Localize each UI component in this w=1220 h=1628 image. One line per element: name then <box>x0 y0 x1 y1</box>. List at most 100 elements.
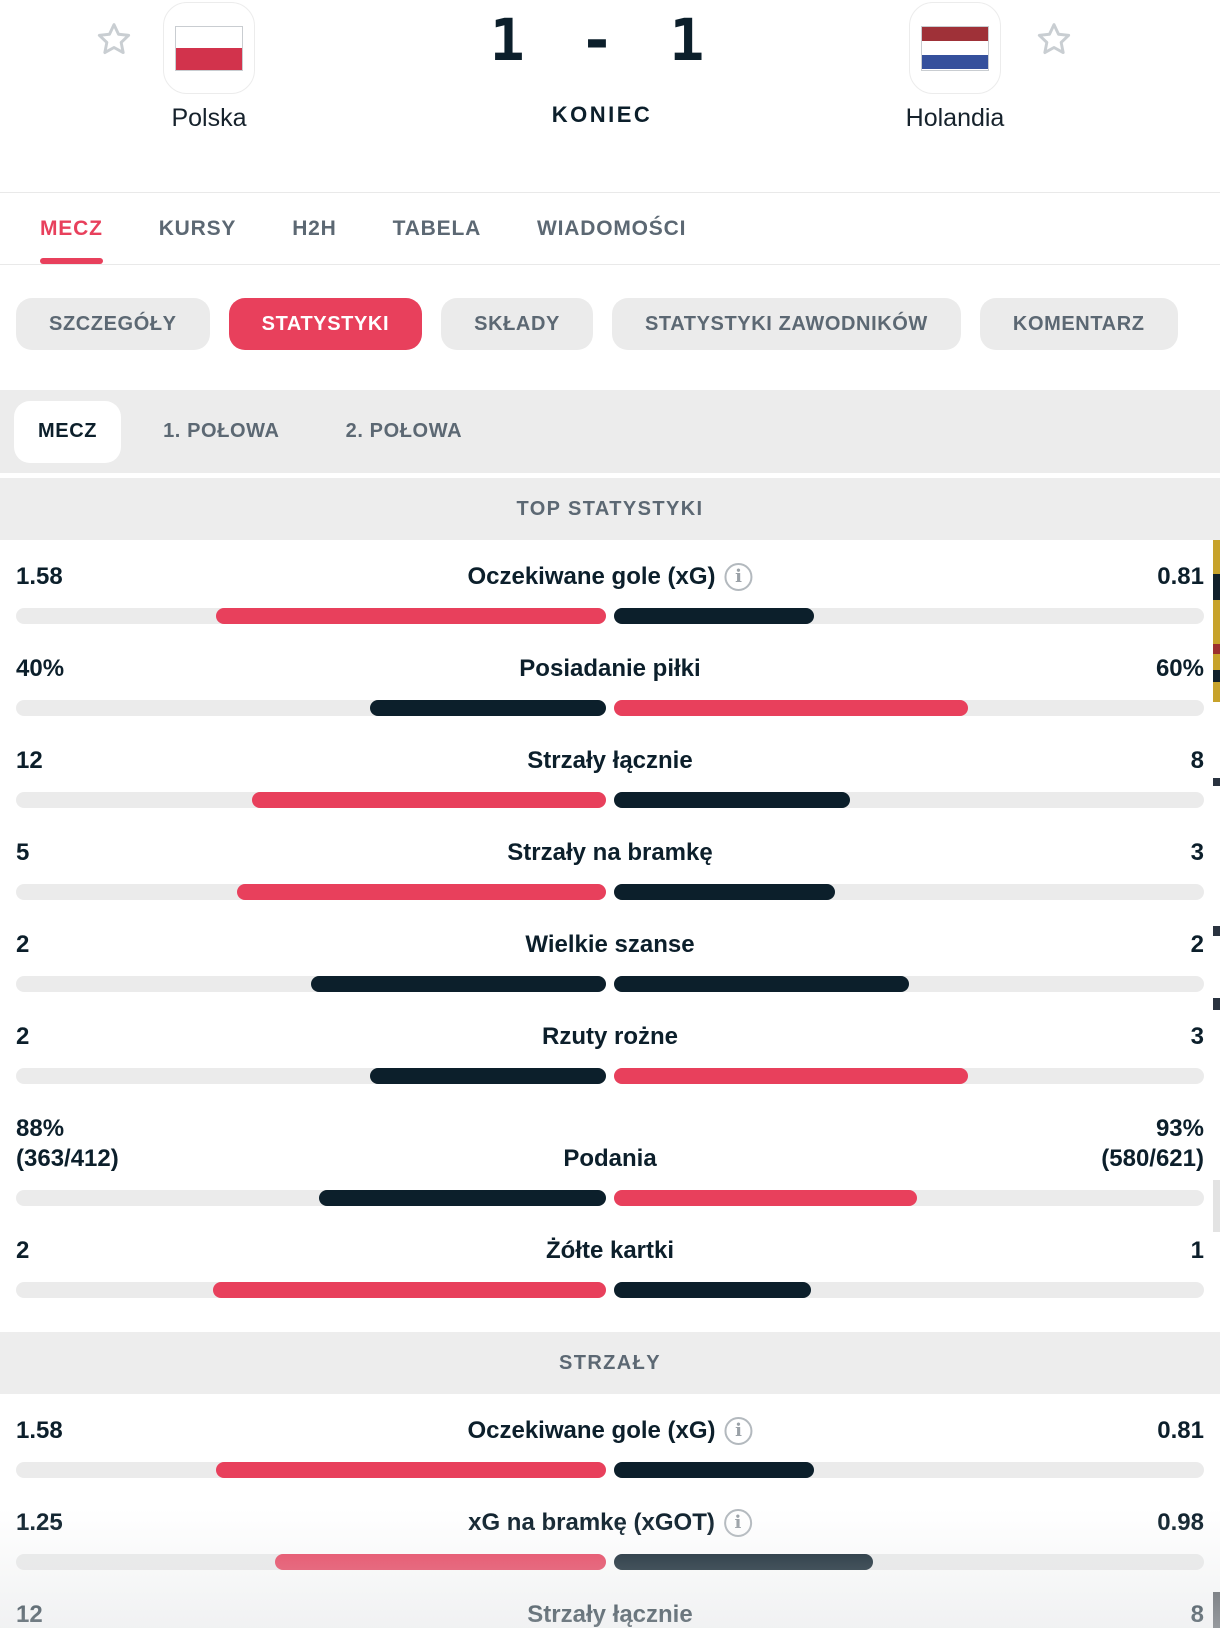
tab-tabela[interactable]: TABELA <box>393 193 481 264</box>
stat-label-text: Wielkie szanse <box>525 931 695 958</box>
stat-label-text: Rzuty rożne <box>541 1023 679 1050</box>
stat-label-text: Podania <box>563 1145 657 1172</box>
stat-label-text: xG na bramkę (xGOT) <box>468 1509 715 1536</box>
bar-track-home <box>16 1462 606 1478</box>
home-flag-card <box>163 2 255 94</box>
team-home[interactable]: Polska <box>134 0 284 133</box>
stat-bar-away <box>614 792 850 808</box>
tab-mecz[interactable]: MECZ <box>40 193 103 264</box>
statistics-content: TOP STATYSTYKI 1.58 Oczekiwane gole (xG) i 0… <box>0 478 1220 1628</box>
away-value: 0.81 <box>1157 1417 1204 1444</box>
section-title: STRZAŁY <box>0 1332 1220 1394</box>
section-title: TOP STATYSTYKI <box>0 478 1220 540</box>
away-flag-card <box>909 2 1001 94</box>
home-value: 2 <box>16 1023 30 1050</box>
stat-label: Strzały na bramkę <box>507 838 712 868</box>
info-icon[interactable]: i <box>724 563 753 591</box>
away-team-name[interactable]: Holandia <box>905 104 1005 132</box>
stat-bar-home <box>212 1282 606 1298</box>
stat-bar-away <box>614 608 814 624</box>
stat-row-strza-y-cznie: 12 Strzały łącznie 8 <box>16 724 1204 816</box>
stat-row-strza-y-na-bramk: 5 Strzały na bramkę 3 <box>16 816 1204 908</box>
tab-label: MECZ <box>40 216 103 240</box>
stat-label-text: Strzały na bramkę <box>507 839 713 866</box>
home-value: 1.58 <box>16 563 63 590</box>
subtab-statystyki-zawodnik-w[interactable]: STATYSTYKI ZAWODNIKÓW <box>611 298 961 350</box>
stat-bar-away <box>614 976 909 992</box>
stat-label: Podania <box>563 1144 656 1174</box>
bar-track-away <box>614 1462 1204 1478</box>
tab-h2h[interactable]: H2H <box>292 193 336 264</box>
bar-track-away <box>614 976 1204 992</box>
stat-label: Posiadanie piłki <box>519 654 700 684</box>
stat-bar-away <box>614 700 968 716</box>
tab-label: H2H <box>292 216 337 240</box>
match-score: 1 - 1 <box>489 6 715 74</box>
favorite-star-away-icon[interactable] <box>1032 18 1076 62</box>
stat-bar-track <box>16 608 1204 624</box>
sub-tab-bar: SZCZEGÓŁY STATYSTYKI SKŁADY STATYSTYKI ZAWO… <box>0 298 1220 350</box>
subtab-komentarz[interactable]: KOMENTARZ <box>979 298 1178 350</box>
bar-track-home <box>16 608 606 624</box>
subtab-szczeg-y[interactable]: SZCZEGÓŁY <box>16 298 210 350</box>
stat-row-te-kartki: 2 Żółte kartki 1 <box>16 1214 1204 1306</box>
bar-track-home <box>16 884 606 900</box>
stat-label: xG na bramkę (xGOT) i <box>468 1508 752 1538</box>
home-value: 12 <box>16 1601 43 1628</box>
bar-track-home <box>16 792 606 808</box>
period-tab-2-po-owa[interactable]: 2. POŁOWA <box>322 401 487 463</box>
stat-bar-track <box>16 1190 1204 1206</box>
bar-track-home <box>16 1554 606 1570</box>
team-away[interactable]: Holandia <box>880 0 1030 133</box>
tab-label: TABELA <box>392 216 482 240</box>
stat-bar-track <box>16 1068 1204 1084</box>
stat-bar-track <box>16 792 1204 808</box>
stat-row-posiadanie-pi-ki: 40% Posiadanie piłki 60% <box>16 632 1204 724</box>
away-value: 93% (580/621) <box>1101 1115 1204 1172</box>
stat-bar-home <box>215 608 606 624</box>
home-value: 2 <box>16 1237 30 1264</box>
stat-label-text: Strzały łącznie <box>527 747 693 774</box>
stat-label-text: Strzały łącznie <box>527 1601 693 1628</box>
bar-track-away <box>614 1554 1204 1570</box>
bar-track-away <box>614 1190 1204 1206</box>
stat-bar-home <box>311 976 606 992</box>
stat-bar-home <box>370 700 606 716</box>
bar-track-home <box>16 700 606 716</box>
away-value: 8 <box>1190 1601 1204 1628</box>
tab-label: WIADOMOŚCI <box>537 216 687 240</box>
stat-label-text: Oczekiwane gole (xG) <box>467 563 716 590</box>
subtab-sk-ady[interactable]: SKŁADY <box>441 298 593 350</box>
info-icon[interactable]: i <box>724 1417 753 1445</box>
period-tab-bar: MECZ 1. POŁOWA 2. POŁOWA <box>0 390 1220 473</box>
stat-bar-track <box>16 700 1204 716</box>
home-value: 1.25 <box>16 1509 63 1536</box>
tab-label: KURSY <box>158 216 237 240</box>
period-tab-mecz[interactable]: MECZ <box>14 400 122 463</box>
favorite-star-home-icon[interactable] <box>92 18 136 62</box>
stat-label: Oczekiwane gole (xG) i <box>467 1416 753 1446</box>
away-value: 1 <box>1190 1237 1204 1264</box>
stat-bar-home <box>237 884 606 900</box>
bar-track-away <box>614 608 1204 624</box>
bar-track-away <box>614 1068 1204 1084</box>
stat-label-text: Żółte kartki <box>545 1237 675 1264</box>
home-value: 12 <box>16 747 43 774</box>
tab-kursy[interactable]: KURSY <box>159 193 237 264</box>
stat-bar-away <box>614 884 836 900</box>
stat-bar-home <box>215 1462 606 1478</box>
tab-wiadomo-ci[interactable]: WIADOMOŚCI <box>537 193 686 264</box>
home-team-name[interactable]: Polska <box>171 104 247 132</box>
stat-bar-away <box>614 1554 874 1570</box>
stat-bar-track <box>16 884 1204 900</box>
period-tab-1-po-owa[interactable]: 1. POŁOWA <box>139 401 304 463</box>
subtab-statystyki[interactable]: STATYSTYKI <box>228 298 423 350</box>
stat-bar-away <box>614 1190 918 1206</box>
info-icon[interactable]: i <box>723 1509 752 1537</box>
away-value: 2 <box>1190 931 1204 958</box>
stat-label: Oczekiwane gole (xG) i <box>467 562 753 592</box>
away-value: 60% <box>1155 655 1204 682</box>
section-rows: 1.58 Oczekiwane gole (xG) i 0.81 1.25 xG na b… <box>0 1394 1220 1628</box>
stat-bar-track <box>16 976 1204 992</box>
